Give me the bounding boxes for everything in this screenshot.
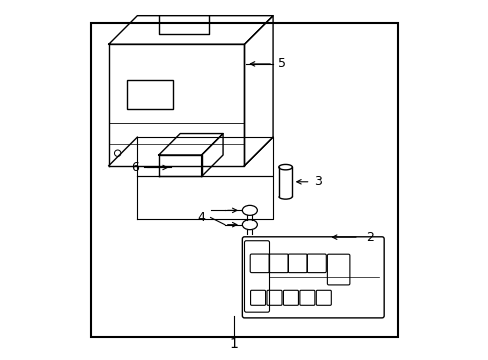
Text: 4: 4 [197, 211, 205, 224]
Text: 2: 2 [365, 231, 373, 244]
Text: 1: 1 [229, 337, 238, 351]
Text: 5: 5 [278, 57, 286, 71]
Bar [126, 80, 173, 109]
Text: 3: 3 [313, 175, 322, 188]
Bar [91, 23, 397, 337]
Text: 6: 6 [131, 161, 139, 174]
